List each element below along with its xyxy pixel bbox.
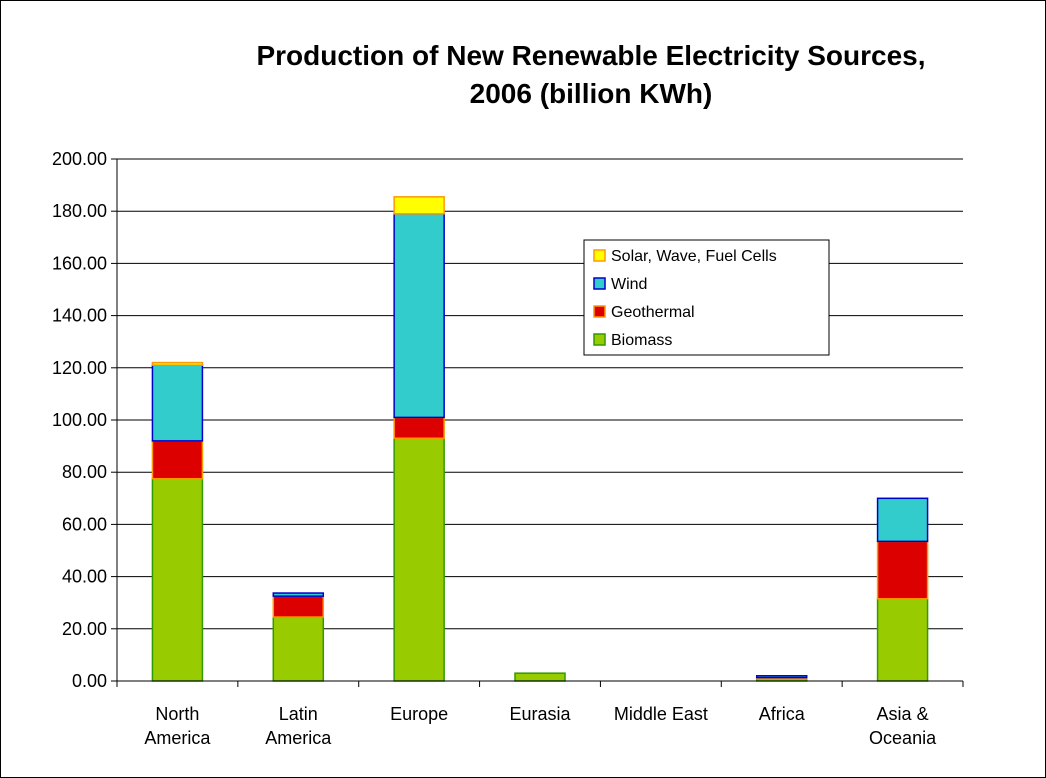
bar-segment — [393, 437, 445, 682]
bar-segment — [151, 440, 204, 480]
bar-segment — [272, 595, 325, 618]
legend-label: Wind — [611, 276, 647, 293]
bar-segment — [393, 416, 445, 440]
x-tick-label: North America — [144, 704, 211, 748]
bar-segment — [876, 540, 929, 600]
y-tick-label: 200.00 — [52, 149, 107, 169]
bar-segment — [514, 672, 566, 682]
y-tick-label: 20.00 — [62, 619, 107, 639]
bar-segment — [151, 364, 204, 442]
x-tick-label: Middle East — [614, 704, 708, 724]
y-tick-label: 180.00 — [52, 201, 107, 221]
y-tick-label: 40.00 — [62, 567, 107, 587]
y-tick-label: 0.00 — [72, 671, 107, 691]
legend-swatch — [593, 277, 606, 290]
bar-segment — [876, 598, 929, 682]
bar-segment — [272, 592, 325, 597]
bar-segment — [151, 361, 204, 366]
y-tick-label: 80.00 — [62, 462, 107, 482]
legend-label: Biomass — [611, 332, 672, 349]
legend-swatch — [593, 333, 606, 346]
legend-swatch — [593, 249, 606, 262]
bar-segment — [393, 196, 445, 215]
chart-title-line-2: 2006 (billion KWh) — [469, 78, 713, 109]
y-tick-label: 140.00 — [52, 306, 107, 326]
bar-segment — [876, 497, 929, 543]
bar-segment — [755, 675, 808, 679]
y-tick-label: 160.00 — [52, 253, 107, 273]
y-tick-label: 120.00 — [52, 358, 107, 378]
y-tick-label: 60.00 — [62, 514, 107, 534]
chart-title-line-1: Production of New Renewable Electricity … — [256, 40, 926, 71]
x-tick-label: Eurasia — [509, 704, 571, 724]
legend-label: Geothermal — [611, 304, 695, 321]
chart-title: Production of New Renewable Electricity … — [161, 37, 1021, 113]
x-tick-label: Latin America — [265, 704, 332, 748]
legend-swatch — [593, 305, 606, 318]
legend-label: Solar, Wave, Fuel Cells — [611, 248, 777, 265]
bar-segment — [151, 477, 204, 682]
x-tick-label: Africa — [759, 704, 806, 724]
x-tick-label: Europe — [390, 704, 448, 724]
x-tick-label: Asia & Oceania — [869, 704, 937, 748]
bar-segment — [272, 616, 325, 682]
y-tick-label: 100.00 — [52, 410, 107, 430]
legend-box — [583, 239, 830, 356]
bar-segment — [393, 213, 445, 419]
